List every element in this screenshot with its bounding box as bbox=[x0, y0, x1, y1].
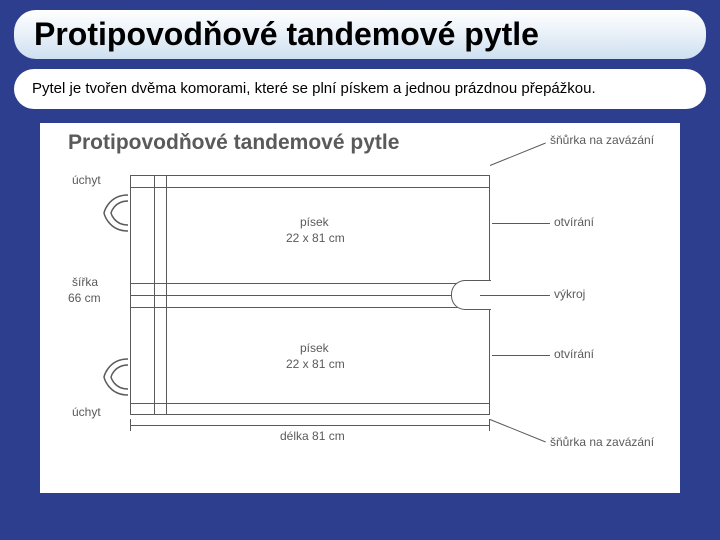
page-title: Protipovodňové tandemové pytle bbox=[34, 16, 686, 53]
label-otvirani-top: otvírání bbox=[554, 215, 594, 229]
diagram-title: Protipovodňové tandemové pytle bbox=[68, 131, 399, 155]
handle-loop-bottom bbox=[102, 355, 128, 399]
label-otvirani-bottom: otvírání bbox=[554, 347, 594, 361]
label-pisek-top-dim: 22 x 81 cm bbox=[286, 231, 345, 245]
leader-vykroj bbox=[480, 295, 550, 296]
leader-otvirani-top bbox=[492, 223, 550, 224]
title-card: Protipovodňové tandemové pytle bbox=[14, 10, 706, 59]
label-snurka-bottom: šňůrka na zavázání bbox=[550, 435, 654, 449]
leader-snurka-bottom bbox=[490, 419, 546, 442]
label-uchyt-bottom: úchyt bbox=[72, 405, 101, 419]
label-pisek-bottom: písek bbox=[300, 341, 329, 355]
vline-2 bbox=[166, 175, 167, 415]
label-vykroj: výkroj bbox=[554, 287, 585, 301]
hline-5 bbox=[130, 403, 490, 404]
label-pisek-top: písek bbox=[300, 215, 329, 229]
label-sirka: šířka bbox=[72, 275, 98, 289]
label-delka: délka 81 cm bbox=[280, 429, 345, 443]
diagram-area: Protipovodňové tandemové pytle úchyt šíř… bbox=[40, 123, 680, 493]
label-snurka-top: šňůrka na zavázání bbox=[550, 133, 654, 147]
dim-line-bottom bbox=[130, 425, 490, 426]
label-pisek-bottom-dim: 22 x 81 cm bbox=[286, 357, 345, 371]
dim-tick-left bbox=[130, 419, 131, 431]
hline-1 bbox=[130, 187, 490, 188]
hline-4 bbox=[130, 307, 490, 308]
vline-1 bbox=[154, 175, 155, 415]
label-uchyt-top: úchyt bbox=[72, 173, 101, 187]
schematic: úchyt šířka 66 cm úchyt písek 22 x 81 cm… bbox=[130, 175, 490, 415]
hline-2 bbox=[130, 283, 490, 284]
subtitle-card: Pytel je tvořen dvěma komorami, které se… bbox=[14, 69, 706, 109]
leader-otvirani-bottom bbox=[492, 355, 550, 356]
subtitle-text: Pytel je tvořen dvěma komorami, které se… bbox=[32, 79, 688, 99]
handle-loop-top bbox=[102, 191, 128, 235]
label-sirka-val: 66 cm bbox=[68, 291, 101, 305]
leader-snurka-top bbox=[490, 142, 546, 165]
hline-3 bbox=[130, 295, 490, 296]
